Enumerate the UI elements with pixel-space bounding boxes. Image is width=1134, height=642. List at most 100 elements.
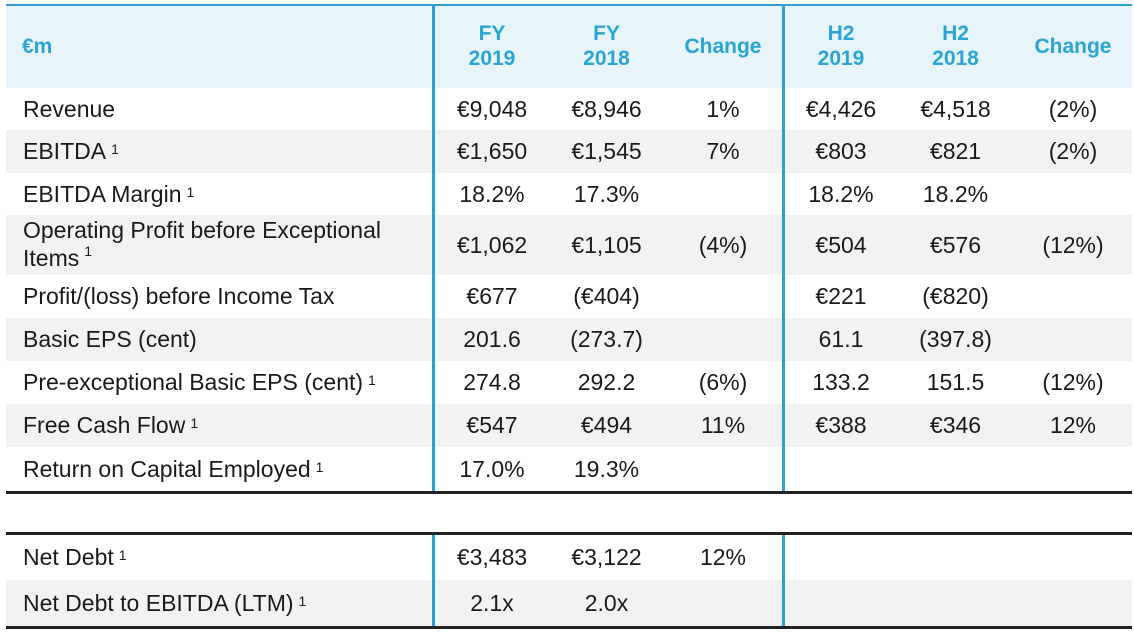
value-h2-change: [1014, 447, 1132, 491]
value-h2-2019: [782, 535, 897, 580]
value-fy2019: 201.6: [432, 318, 549, 361]
value-h2-2018: €346: [929, 412, 982, 439]
value-h2-2019: €388: [782, 404, 897, 447]
table-row: Return on Capital Employed 1 17.0% 19.3%: [6, 447, 1132, 494]
row-label: EBITDA Margin 1: [23, 180, 195, 207]
value-fy2018: €1,105: [571, 231, 642, 258]
value-fy2018: €494: [580, 412, 633, 439]
value-h2-change: (12%): [1042, 369, 1104, 396]
value-fy-change: 12%: [699, 544, 747, 571]
value-fy-change: 1%: [706, 95, 740, 122]
table-header-row: €m FY 2019 FY 2018 Change H2 2019 H2 2018 Ch…: [6, 4, 1132, 88]
value-fy2018: 2.0x: [584, 589, 629, 616]
value-fy2018: (273.7): [570, 326, 643, 353]
table-row: Free Cash Flow 1 €547 €494 11% €388 €346 …: [6, 404, 1132, 447]
header-currency-label: €m: [22, 34, 53, 58]
table-row: EBITDA 1 €1,650 €1,545 7% €803 €821 (2%): [6, 130, 1132, 173]
value-h2-2019: 18.2%: [782, 173, 897, 215]
value-fy-change: 11%: [700, 412, 746, 439]
value-fy-change: 7%: [706, 138, 740, 165]
value-h2-change: (2%): [1048, 95, 1098, 122]
header-h2-2019: H2 2019: [782, 6, 897, 88]
value-h2-2018: (397.8): [919, 326, 992, 353]
value-fy2018: €8,946: [571, 95, 642, 122]
table-row: Pre-exceptional Basic EPS (cent) 1 274.8 …: [6, 361, 1132, 404]
value-fy2019: €1,062: [432, 215, 549, 275]
value-h2-2019: 133.2: [782, 361, 897, 404]
value-h2-change: (2%): [1048, 138, 1098, 165]
row-label: Profit/(loss) before Income Tax: [23, 283, 335, 310]
value-h2-2018: [897, 447, 1014, 491]
value-fy2019: 2.1x: [432, 580, 549, 626]
row-label: Return on Capital Employed 1: [23, 455, 324, 482]
value-h2-2018: €4,518: [920, 95, 991, 122]
footnote-marker: 1: [186, 183, 195, 200]
value-fy2019: 17.0%: [432, 447, 549, 491]
table-row: Net Debt 1 €3,483 €3,122 12%: [6, 532, 1132, 580]
value-fy2019: €677: [432, 275, 549, 318]
value-h2-2019: 61.1: [782, 318, 897, 361]
header-fy-change: Change: [684, 34, 762, 58]
row-label: Free Cash Flow 1: [23, 412, 199, 439]
value-fy2018: 19.3%: [573, 455, 640, 482]
value-fy-change: [664, 275, 782, 318]
value-fy-change: [664, 580, 782, 626]
value-fy-change: [664, 447, 782, 491]
table-row: Basic EPS (cent) 201.6 (273.7) 61.1 (397…: [6, 318, 1132, 361]
row-label: Net Debt to EBITDA (LTM) 1: [23, 589, 307, 616]
value-fy2018: 292.2: [577, 369, 636, 396]
footnote-marker: 1: [298, 592, 307, 609]
value-fy2018: (€404): [573, 283, 640, 310]
footnote-marker: 1: [84, 243, 93, 259]
value-h2-2018: €576: [929, 231, 982, 258]
value-h2-2018: 151.5: [926, 369, 985, 396]
table-row: Profit/(loss) before Income Tax €677 (€4…: [6, 275, 1132, 318]
footnote-marker: 1: [368, 372, 376, 389]
value-h2-2018: 18.2%: [922, 180, 989, 207]
value-fy2019: 274.8: [432, 361, 549, 404]
value-h2-2018: €821: [929, 138, 982, 165]
value-h2-2019: [782, 447, 897, 491]
section-gap: [6, 494, 1132, 532]
table-row: Operating Profit before Exceptional Items…: [6, 215, 1132, 275]
value-fy-change: [664, 318, 782, 361]
row-label: EBITDA 1: [23, 138, 119, 165]
value-fy2019: €3,483: [432, 535, 549, 580]
value-fy-change: (4%): [698, 231, 748, 258]
value-fy2019: €1,650: [432, 130, 549, 173]
value-h2-change: 12%: [1049, 412, 1097, 439]
table-row: Net Debt to EBITDA (LTM) 1 2.1x 2.0x: [6, 580, 1132, 629]
value-fy2018: €1,545: [571, 138, 642, 165]
financial-summary-table: €m FY 2019 FY 2018 Change H2 2019 H2 2018 Ch…: [6, 4, 1132, 629]
value-h2-change: [1014, 275, 1132, 318]
table-row: EBITDA Margin 1 18.2% 17.3% 18.2% 18.2%: [6, 173, 1132, 215]
footnote-marker: 1: [315, 458, 324, 475]
value-h2-2019: €504: [782, 215, 897, 275]
value-h2-2019: €221: [782, 275, 897, 318]
value-h2-2019: €803: [782, 130, 897, 173]
row-label: Revenue: [23, 95, 116, 122]
value-h2-change: [1014, 535, 1132, 580]
header-h2-2018: H2 2018: [932, 22, 979, 70]
row-label: Basic EPS (cent): [23, 326, 197, 353]
value-fy2019: 18.2%: [432, 173, 549, 215]
header-fy2019: FY 2019: [432, 6, 549, 88]
header-h2-change: Change: [1034, 34, 1112, 58]
row-label: Pre-exceptional Basic EPS (cent) 1: [23, 369, 376, 396]
value-fy2018: 17.3%: [573, 180, 640, 207]
footnote-marker: 1: [118, 547, 127, 564]
header-fy2018: FY 2018: [583, 22, 630, 70]
value-h2-change: [1014, 318, 1132, 361]
value-h2-2018: [897, 580, 1014, 626]
value-fy-change: [664, 173, 782, 215]
row-label: Operating Profit before Exceptional Items…: [23, 217, 381, 271]
footnote-marker: 1: [190, 415, 199, 432]
value-h2-2019: [782, 580, 897, 626]
value-h2-change: [1014, 173, 1132, 215]
row-label: Net Debt 1: [23, 544, 127, 571]
table-row: Revenue €9,048 €8,946 1% €4,426 €4,518 (…: [6, 88, 1132, 130]
value-h2-2019: €4,426: [782, 88, 897, 130]
value-h2-change: [1014, 580, 1132, 626]
footnote-marker: 1: [111, 141, 119, 158]
value-fy2019: €547: [432, 404, 549, 447]
